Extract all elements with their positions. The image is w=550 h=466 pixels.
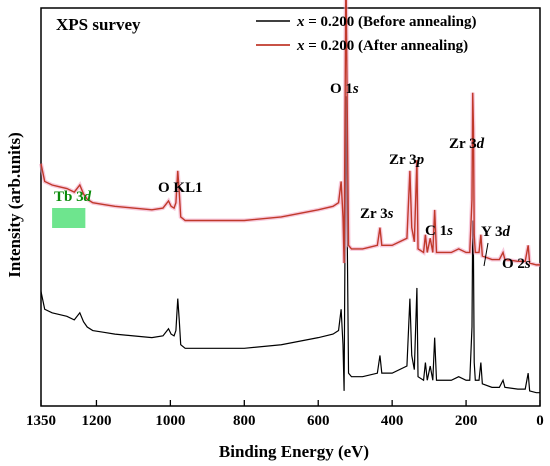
series-line-after-annealing — [40, 0, 540, 266]
peak-label-c1s: C 1s — [425, 223, 453, 239]
series-line-before-annealing — [40, 96, 540, 394]
x-tick-label: 1000 — [155, 413, 185, 429]
tb-3d-highlight — [52, 208, 86, 228]
legend: x = 0.200 (Before annealing) x = 0.200 (… — [256, 14, 477, 54]
x-tick-label: 200 — [455, 413, 478, 429]
x-tick-label: 1350 — [26, 413, 56, 429]
y3d-pointer-line — [483, 242, 489, 267]
chart-title: XPS survey — [56, 15, 141, 34]
x-axis-ticks: 1350 1200 1000 800 600 400 200 0 — [26, 400, 544, 429]
peak-label-o2s: O 2s — [502, 256, 531, 272]
peak-label-y3d: Y 3d — [481, 224, 511, 240]
peak-label-zr3d: Zr 3d — [449, 136, 485, 152]
peak-label-o1s: O 1s — [330, 81, 359, 97]
legend-label-before: x = 0.200 (Before annealing) — [296, 14, 477, 30]
x-tick-label: 800 — [233, 413, 256, 429]
plot-frame — [40, 7, 541, 407]
y-axis-label: Intensity (arb.units) — [5, 132, 24, 277]
x-tick-label: 1200 — [81, 413, 111, 429]
peak-label-tb3d: Tb 3d — [54, 189, 92, 205]
peak-label-okl1: O KL1 — [158, 180, 203, 196]
x-tick-label: 600 — [307, 413, 330, 429]
x-tick-label: 0 — [536, 413, 544, 429]
peak-label-zr3p: Zr 3p — [389, 152, 425, 168]
x-tick-label: 400 — [381, 413, 404, 429]
legend-label-after: x = 0.200 (After annealing) — [296, 38, 468, 54]
peak-label-zr3s: Zr 3s — [360, 206, 394, 222]
x-axis-label: Binding Energy (eV) — [219, 442, 369, 461]
